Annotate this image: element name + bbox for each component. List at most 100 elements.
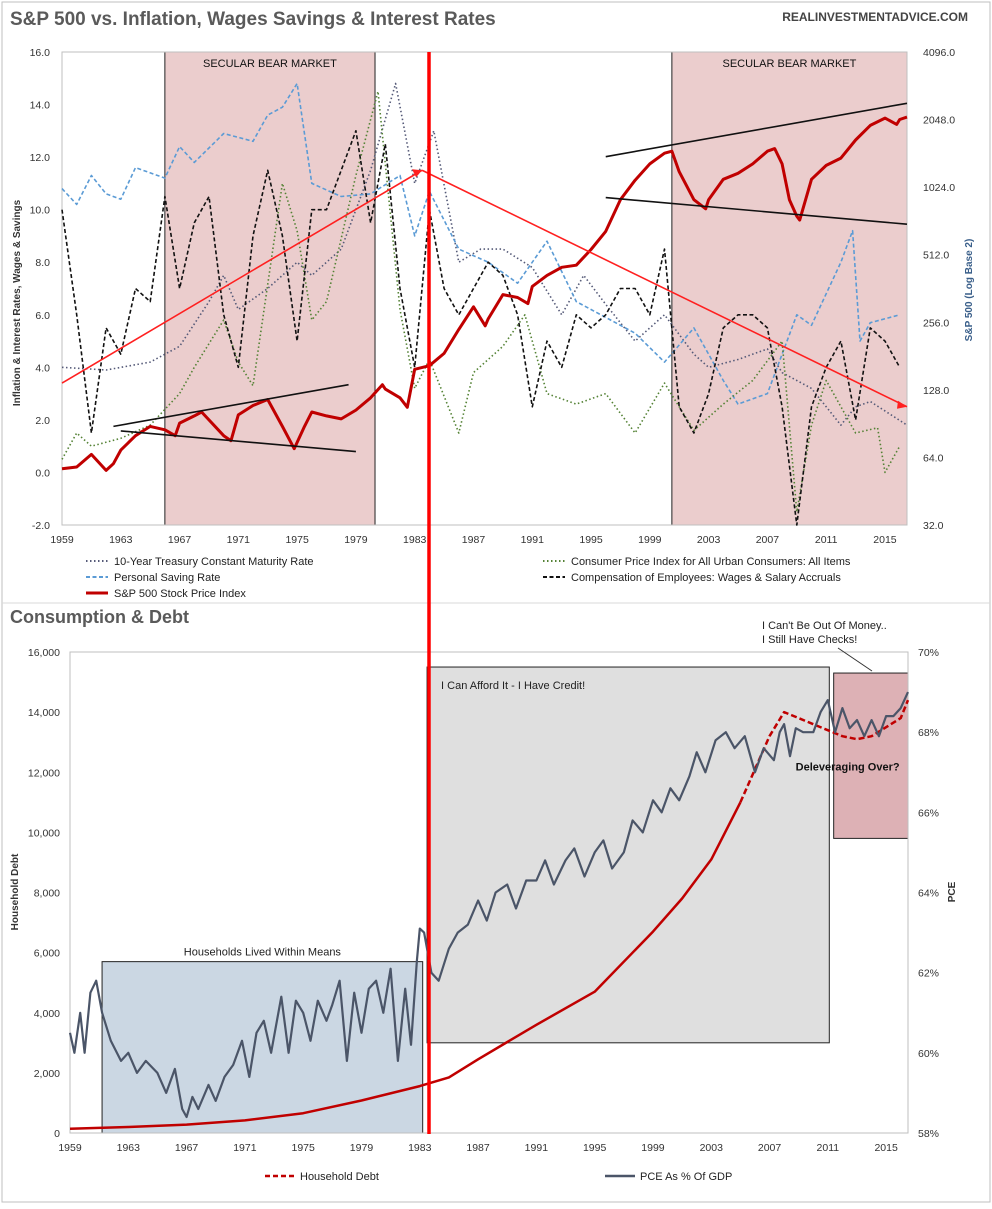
bottom-x-tick-label: 1995	[583, 1142, 607, 1154]
top-x-tick-label: 1999	[638, 534, 662, 546]
series-line	[61, 82, 908, 426]
region-label: Deleveraging Over?	[796, 762, 900, 774]
bottom-y2-tick-label: 62%	[918, 968, 939, 980]
bottom-y-tick-label: 14,000	[28, 707, 60, 719]
top-x-tick-label: 2007	[756, 534, 780, 546]
top-y-axis-title: Inflation & Interest Rates, Wages & Savi…	[12, 199, 23, 406]
legend-label: 10-Year Treasury Constant Maturity Rate	[114, 556, 314, 568]
annotation-text: I Can't Be Out Of Money..	[762, 620, 887, 632]
bottom-y-tick-label: 10,000	[28, 827, 60, 839]
region-label: Households Lived Within Means	[184, 947, 342, 959]
bear-market-label: SECULAR BEAR MARKET	[722, 58, 856, 70]
red-arrowhead	[897, 400, 907, 409]
bottom-y2-tick-label: 58%	[918, 1128, 939, 1140]
red-trend-line	[421, 169, 908, 408]
top-chart: SECULAR BEAR MARKET SECULAR BEAR MARKET -…	[12, 47, 975, 600]
legend-label: Household Debt	[300, 1171, 379, 1183]
source-label: REALINVESTMENTADVICE.COM	[782, 10, 968, 24]
top-y2-tick-label: 256.0	[923, 317, 949, 329]
bottom-y-tick-label: 0	[54, 1128, 60, 1140]
top-y-tick-label: 12.0	[30, 152, 51, 164]
bottom-y2-axis-title: PCE	[947, 881, 958, 902]
top-plot-frame	[61, 51, 908, 526]
legend-label: PCE As % Of GDP	[640, 1171, 732, 1183]
bottom-x-tick-label: 2007	[758, 1142, 782, 1154]
bottom-x-tick-label: 1959	[58, 1142, 82, 1154]
top-x-tick-label: 2011	[815, 534, 838, 546]
bottom-y-tick-label: 8,000	[34, 888, 60, 900]
top-x-tick-label: 1987	[462, 534, 486, 546]
top-x-tick-label: 1971	[227, 534, 251, 546]
bottom-y2-tick-label: 64%	[918, 888, 939, 900]
legend-label: Personal Saving Rate	[114, 572, 220, 584]
series-line	[61, 130, 901, 526]
black-trend-line	[605, 196, 908, 226]
bottom-x-tick-label: 1967	[175, 1142, 199, 1154]
top-y2-tick-label: 4096.0	[923, 47, 955, 59]
top-x-tick-label: 2015	[873, 534, 897, 546]
top-x-tick-label: 1995	[579, 534, 603, 546]
bear-market-region	[671, 51, 908, 526]
top-y-tick-label: 16.0	[30, 47, 51, 59]
top-y2-tick-label: 64.0	[923, 452, 944, 464]
bottom-y2-tick-label: 68%	[918, 727, 939, 739]
top-x-tick-label: 1991	[521, 534, 545, 546]
bottom-x-tick-label: 1987	[466, 1142, 490, 1154]
top-y-tick-label: 8.0	[35, 257, 50, 269]
top-y2-axis-title: S&P 500 (Log Base 2)	[964, 239, 975, 342]
bottom-x-tick-label: 2011	[817, 1142, 840, 1154]
top-x-tick-label: 1963	[109, 534, 133, 546]
bottom-y2-tick-label: 70%	[918, 647, 939, 659]
bottom-x-tick-label: 1999	[641, 1142, 665, 1154]
top-y2-tick-label: 128.0	[923, 385, 949, 397]
bottom-x-tick-label: 2003	[700, 1142, 724, 1154]
top-y2-tick-label: 32.0	[923, 520, 944, 532]
bear-market-label: SECULAR BEAR MARKET	[203, 58, 337, 70]
red-arrowhead	[412, 169, 423, 178]
top-x-tick-label: 1967	[168, 534, 192, 546]
bottom-y-tick-label: 6,000	[34, 948, 60, 960]
chart-title: S&P 500 vs. Inflation, Wages Savings & I…	[10, 9, 496, 30]
top-y-tick-label: 4.0	[35, 362, 50, 374]
bottom-y-axis-title: Household Debt	[10, 853, 21, 930]
top-y2-tick-label: 1024.0	[923, 182, 955, 194]
bottom-x-tick-label: 1971	[233, 1142, 257, 1154]
bottom-y-tick-label: 12,000	[28, 767, 60, 779]
top-y2-tick-label: 512.0	[923, 250, 949, 262]
bottom-chart: Households Lived Within Means I Can Affor…	[10, 620, 958, 1183]
bottom-x-tick-label: 1991	[525, 1142, 549, 1154]
top-y-tick-label: 0.0	[35, 467, 50, 479]
black-trend-line	[113, 383, 349, 428]
series-line	[61, 115, 908, 472]
bottom-region	[833, 672, 909, 839]
black-trend-line	[120, 430, 356, 453]
legend-label: Consumer Price Index for All Urban Consu…	[571, 556, 851, 568]
legend-label: S&P 500 Stock Price Index	[114, 588, 246, 600]
bottom-chart-title: Consumption & Debt	[10, 607, 189, 627]
bottom-region	[101, 961, 424, 1134]
top-x-tick-label: 1975	[285, 534, 309, 546]
bottom-x-tick-label: 1963	[117, 1142, 141, 1154]
top-y-tick-label: 10.0	[30, 205, 51, 217]
series-line	[61, 82, 900, 405]
series-line	[61, 90, 901, 513]
top-x-tick-label: 2003	[697, 534, 721, 546]
top-y2-tick-label: 2048.0	[923, 115, 955, 127]
bottom-region	[426, 666, 830, 1044]
bottom-y-tick-label: 16,000	[28, 647, 60, 659]
bottom-x-tick-label: 1983	[408, 1142, 432, 1154]
pce-line	[68, 691, 910, 1119]
bottom-x-tick-label: 1979	[350, 1142, 374, 1154]
bottom-x-tick-label: 2015	[874, 1142, 898, 1154]
red-trend-line	[61, 169, 423, 384]
bear-market-region	[164, 51, 376, 526]
black-trend-line	[605, 102, 908, 158]
top-y-tick-label: -2.0	[32, 520, 50, 532]
annotation-text: I Still Have Checks!	[762, 634, 857, 646]
top-x-tick-label: 1979	[344, 534, 368, 546]
bottom-y2-tick-label: 66%	[918, 807, 939, 819]
top-x-tick-label: 1959	[50, 534, 74, 546]
bottom-x-tick-label: 1975	[292, 1142, 316, 1154]
